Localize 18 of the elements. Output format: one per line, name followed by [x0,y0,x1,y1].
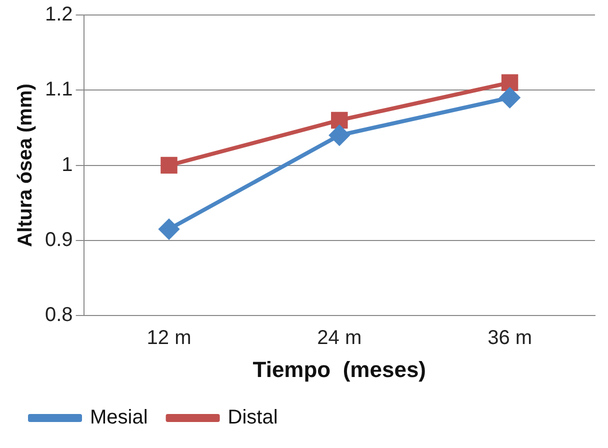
point [329,125,350,146]
legend-label: Distal [228,406,278,429]
y-tick-label: 0.9 [44,228,73,251]
y-tick-label: 1 [62,154,73,176]
point [501,74,518,91]
x-tick-label: 12 m [146,327,192,350]
y-tick-label: 1.2 [44,4,73,26]
point [160,156,178,174]
x-axis-title: Tiempo (meses) [252,356,426,382]
y-axis-title: Altura ósea (mm) [14,84,37,247]
x-tick-label: 24 m [317,327,362,350]
legend-label: Mesial [90,406,148,429]
y-tick-label: 0.8 [44,304,73,326]
x-tick-label: 36 m [488,327,532,350]
point [159,219,180,240]
point [331,112,348,129]
point [500,88,520,108]
y-tick-label: 1.1 [44,78,73,101]
